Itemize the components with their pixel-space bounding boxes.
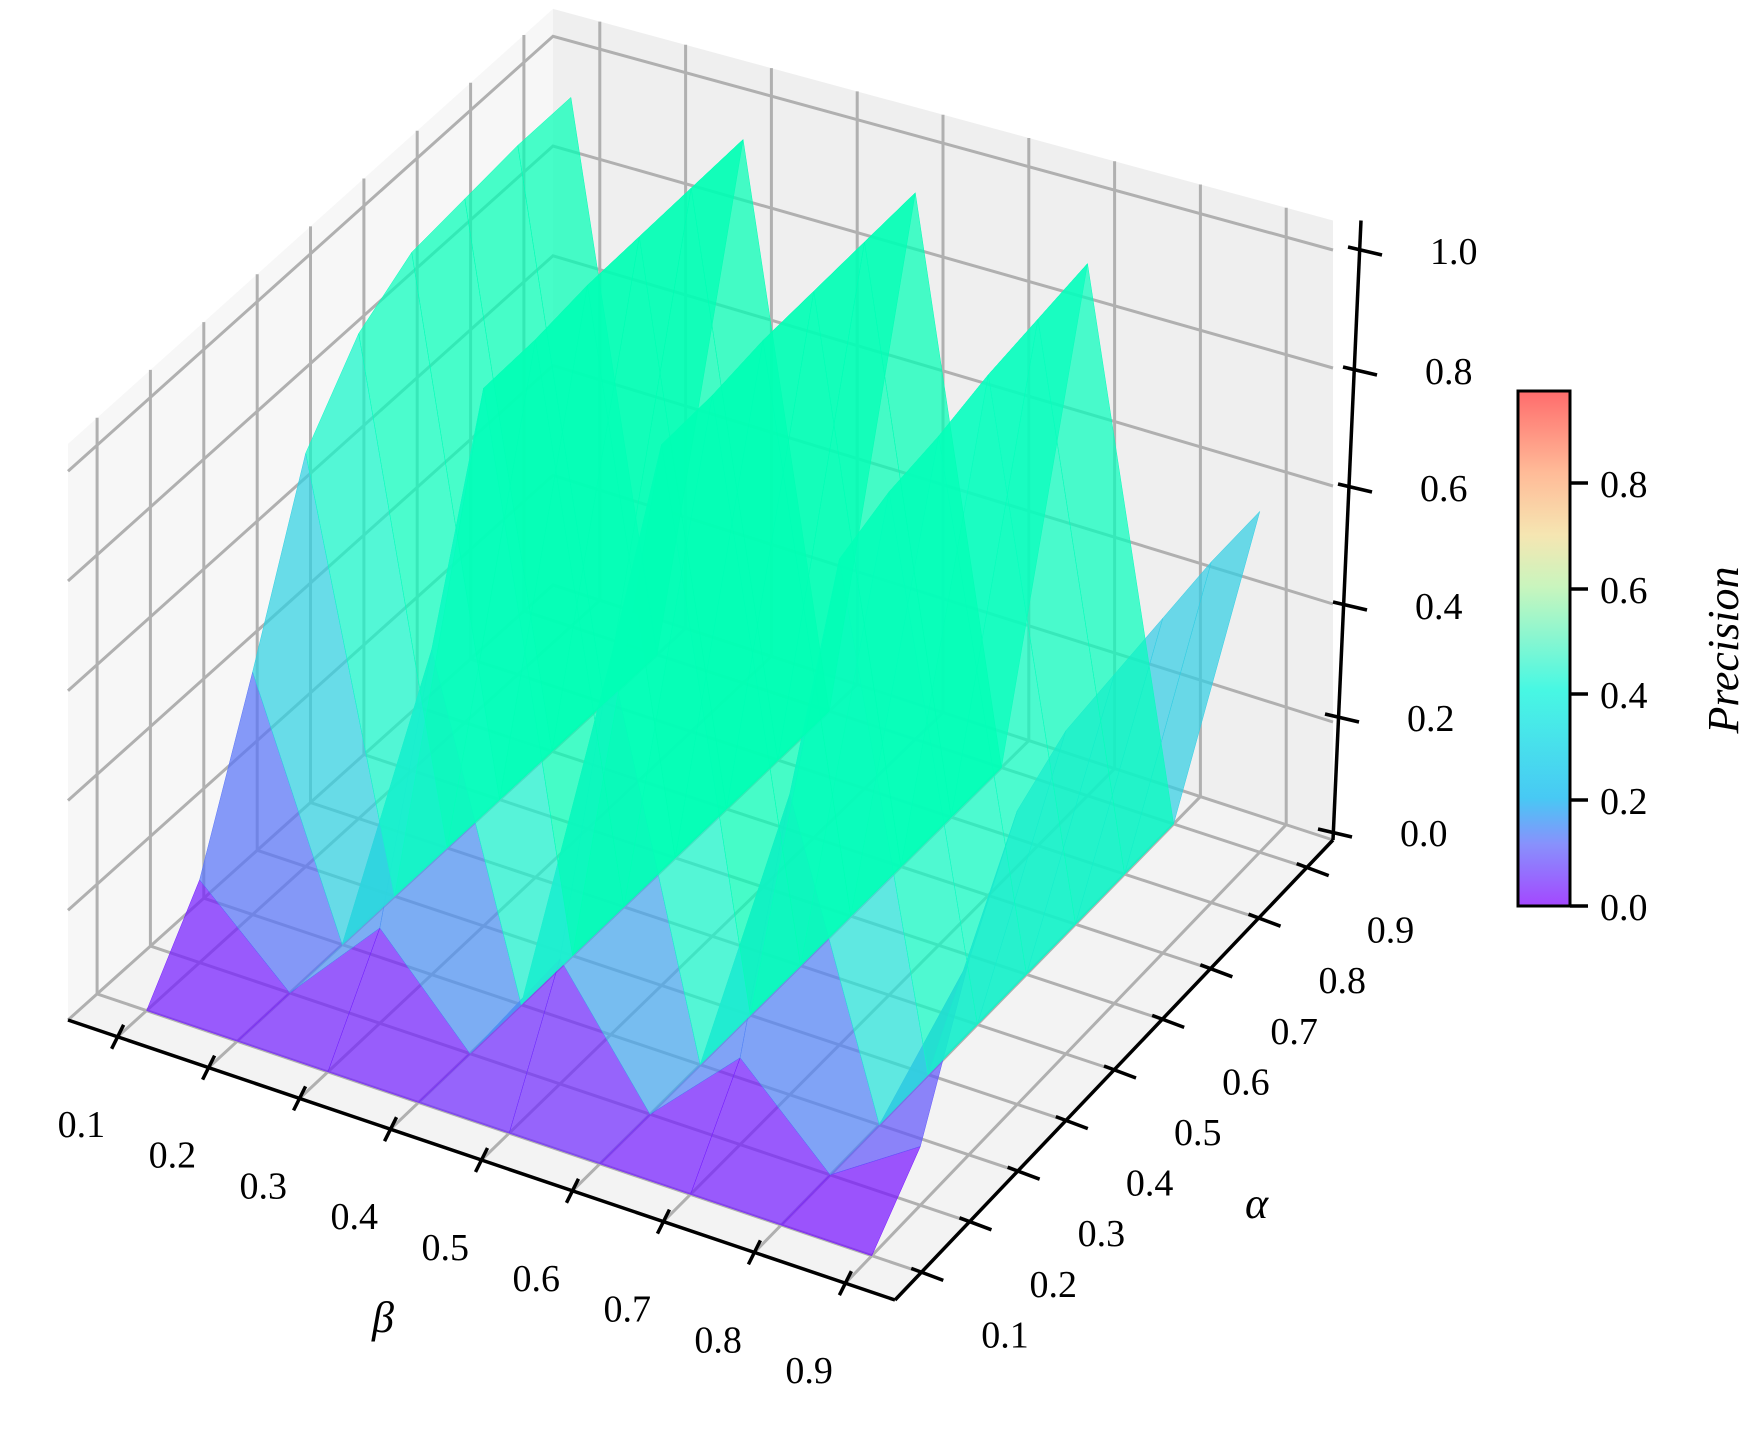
- z-tick-label: 0.6: [1420, 468, 1468, 510]
- beta-tick-label: 0.4: [331, 1196, 379, 1238]
- tick-labels: 0.10.20.30.40.50.60.70.80.90.10.20.30.40…: [58, 231, 1478, 1392]
- z-tick-label: 1.0: [1430, 231, 1478, 273]
- colorbar-tick-label: 0.0: [1600, 887, 1648, 929]
- alpha-tick-label: 0.7: [1270, 1011, 1318, 1053]
- alpha-tick-label: 0.2: [1029, 1264, 1077, 1306]
- z-tick-label: 0.0: [1400, 813, 1448, 855]
- alpha-tick-label: 0.9: [1367, 910, 1415, 952]
- beta-tick-label: 0.5: [422, 1227, 470, 1269]
- alpha-tick-label: 0.6: [1222, 1061, 1270, 1103]
- alpha-axis-label: α: [1245, 1179, 1269, 1228]
- beta-tick-label: 0.2: [149, 1135, 197, 1177]
- beta-tick-label: 0.3: [240, 1165, 288, 1207]
- colorbar-tick-label: 0.6: [1600, 570, 1648, 612]
- colorbar-label: Precision: [1699, 567, 1748, 735]
- colorbar-tick-label: 0.2: [1600, 781, 1648, 823]
- z-tick-label: 0.2: [1407, 698, 1455, 740]
- beta-tick-label: 0.1: [58, 1104, 105, 1146]
- alpha-tick-label: 0.4: [1126, 1163, 1174, 1205]
- alpha-tick-label: 0.5: [1174, 1112, 1222, 1154]
- z-axis: [1331, 220, 1363, 841]
- colorbar-tick-label: 0.8: [1600, 464, 1648, 506]
- beta-tick-label: 0.7: [603, 1289, 651, 1331]
- alpha-tick-label: 0.1: [981, 1314, 1029, 1356]
- alpha-tick-label: 0.8: [1319, 960, 1367, 1002]
- beta-axis-label: β: [371, 1293, 394, 1342]
- colorbar-tick-label: 0.4: [1600, 675, 1648, 717]
- axis-lines: [67, 220, 1383, 1302]
- surface-face: [517, 96, 658, 704]
- z-tick-label: 0.8: [1425, 351, 1473, 393]
- surface-plot: [146, 96, 1261, 1257]
- alpha-tick-label: 0.3: [1078, 1213, 1126, 1255]
- colorbar: 0.0 0.2 0.4 0.6 0.8: [1516, 389, 1648, 929]
- z-tick-label: 0.4: [1415, 586, 1463, 628]
- beta-tick-label: 0.9: [785, 1350, 833, 1392]
- beta-tick-label: 0.8: [694, 1319, 742, 1361]
- beta-tick-label: 0.6: [512, 1258, 560, 1300]
